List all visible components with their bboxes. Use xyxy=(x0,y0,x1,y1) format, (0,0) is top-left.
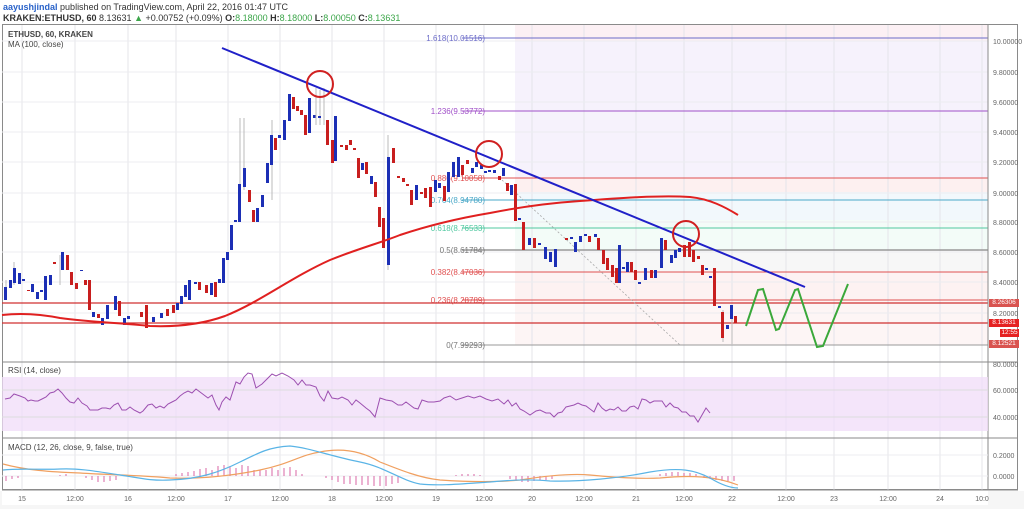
svg-text:9.20000: 9.20000 xyxy=(993,160,1018,167)
support-lines[interactable] xyxy=(2,302,988,324)
svg-text:12:00: 12:00 xyxy=(575,496,593,503)
svg-text:10:0: 10:0 xyxy=(975,496,989,503)
svg-text:10.00000: 10.00000 xyxy=(993,39,1022,46)
svg-text:23: 23 xyxy=(830,496,838,503)
svg-text:0.382(8.47036): 0.382(8.47036) xyxy=(431,268,486,277)
svg-text:9.80000: 9.80000 xyxy=(993,70,1018,77)
svg-text:24: 24 xyxy=(936,496,944,503)
svg-text:12:00: 12:00 xyxy=(675,496,693,503)
candle-countdown: 12:55 xyxy=(1000,329,1019,337)
rsi-line[interactable] xyxy=(4,372,711,423)
svg-text:9.60000: 9.60000 xyxy=(993,100,1018,107)
svg-text:40.0000: 40.0000 xyxy=(993,415,1018,422)
horizontal-gridlines xyxy=(2,40,988,314)
svg-text:12:00: 12:00 xyxy=(475,496,493,503)
highlight-circle-1 xyxy=(306,70,334,98)
publish-info: aayushjindal published on TradingView.co… xyxy=(3,2,288,12)
svg-text:18: 18 xyxy=(328,496,336,503)
macd-signal-line[interactable] xyxy=(2,449,739,486)
price-tag-low: 8.12521 xyxy=(989,340,1019,348)
time-axis-ticks[interactable]: 15 12:00 16 12:00 17 12:00 18 12:00 19 1… xyxy=(18,496,989,503)
svg-text:12:00: 12:00 xyxy=(271,496,289,503)
svg-text:17: 17 xyxy=(224,496,232,503)
svg-text:12:00: 12:00 xyxy=(879,496,897,503)
macd-line[interactable] xyxy=(2,445,739,489)
svg-text:0.236(8.28789): 0.236(8.28789) xyxy=(431,296,486,305)
svg-text:12:00: 12:00 xyxy=(777,496,795,503)
svg-text:0(7.99293): 0(7.99293) xyxy=(446,341,485,350)
high-value: 8.18000 xyxy=(279,13,313,23)
ma-100-line[interactable] xyxy=(1,195,739,328)
open-value: 8.18000 xyxy=(235,13,268,23)
descending-trendline[interactable] xyxy=(221,47,806,288)
svg-text:0.5(8.61784): 0.5(8.61784) xyxy=(440,246,486,255)
highlight-circle-2 xyxy=(475,140,503,168)
symbol-label: KRAKEN:ETHUSD, 60 xyxy=(3,13,97,23)
last-price: 8.13631 xyxy=(99,13,132,23)
price-change: +0.00752 (+0.09%) xyxy=(145,13,223,23)
close-value: 8.13631 xyxy=(367,13,401,23)
svg-text:9.00000: 9.00000 xyxy=(993,191,1018,198)
svg-text:9.40000: 9.40000 xyxy=(993,130,1018,137)
svg-text:0.764(8.94780): 0.764(8.94780) xyxy=(431,196,486,205)
low-value: 8.00050 xyxy=(323,13,356,23)
svg-text:8.80000: 8.80000 xyxy=(993,220,1018,227)
published-text: published on TradingView.com, April 22, … xyxy=(60,2,289,12)
svg-text:19: 19 xyxy=(432,496,440,503)
svg-text:12:00: 12:00 xyxy=(66,496,84,503)
fib-anchor-line xyxy=(501,179,681,346)
fibonacci-labels: 1.618(10.01516) 1.236(9.53772) 0.886(9.1… xyxy=(426,34,485,350)
svg-text:0.2000: 0.2000 xyxy=(993,453,1015,460)
svg-text:20: 20 xyxy=(528,496,536,503)
publisher-link[interactable]: aayushjindal xyxy=(3,2,58,12)
macd-axis-ticks: 0.2000 0.0000 xyxy=(993,453,1015,481)
svg-text:1.236(9.53772): 1.236(9.53772) xyxy=(431,107,486,116)
svg-text:8.20000: 8.20000 xyxy=(993,311,1018,318)
ma-indicator-label[interactable]: MA (100, close) xyxy=(8,40,64,49)
svg-text:1.618(10.01516): 1.618(10.01516) xyxy=(426,34,485,43)
svg-text:80.0000: 80.0000 xyxy=(993,362,1018,369)
svg-text:0.618(8.76533): 0.618(8.76533) xyxy=(431,224,486,233)
main-pane-title: ETHUSD, 60, KRAKEN xyxy=(8,30,93,39)
svg-text:0.886(9.10058): 0.886(9.10058) xyxy=(431,174,486,183)
svg-text:8.40000: 8.40000 xyxy=(993,280,1018,287)
rsi-band xyxy=(2,377,988,431)
svg-text:0.0000: 0.0000 xyxy=(993,474,1015,481)
svg-text:12:00: 12:00 xyxy=(167,496,185,503)
rejection-circles xyxy=(306,70,700,248)
svg-text:15: 15 xyxy=(18,496,26,503)
price-axis-ticks: 10.00000 9.80000 9.60000 9.40000 9.20000… xyxy=(993,39,1022,318)
macd-pane-title[interactable]: MACD (12, 26, close, 9, false, true) xyxy=(8,443,133,452)
svg-text:60.0000: 60.0000 xyxy=(993,388,1018,395)
price-tag-support: 8.26306 xyxy=(989,299,1019,307)
rsi-axis-ticks: 80.0000 60.0000 40.0000 xyxy=(993,362,1018,422)
svg-text:8.60000: 8.60000 xyxy=(993,250,1018,257)
price-projection-path xyxy=(745,283,849,349)
svg-text:12:00: 12:00 xyxy=(375,496,393,503)
symbol-info-line: KRAKEN:ETHUSD, 60 8.13631 ▲ +0.00752 (+0… xyxy=(3,13,401,23)
arrow-up-icon: ▲ xyxy=(134,13,144,23)
svg-text:22: 22 xyxy=(728,496,736,503)
price-tag-last: 8.13631 xyxy=(989,319,1019,327)
svg-text:16: 16 xyxy=(124,496,132,503)
rsi-pane-title[interactable]: RSI (14, close) xyxy=(8,366,61,375)
fibonacci-levels[interactable] xyxy=(462,37,988,346)
candlesticks xyxy=(4,88,737,344)
highlight-circle-3 xyxy=(672,220,700,248)
svg-text:21: 21 xyxy=(632,496,640,503)
